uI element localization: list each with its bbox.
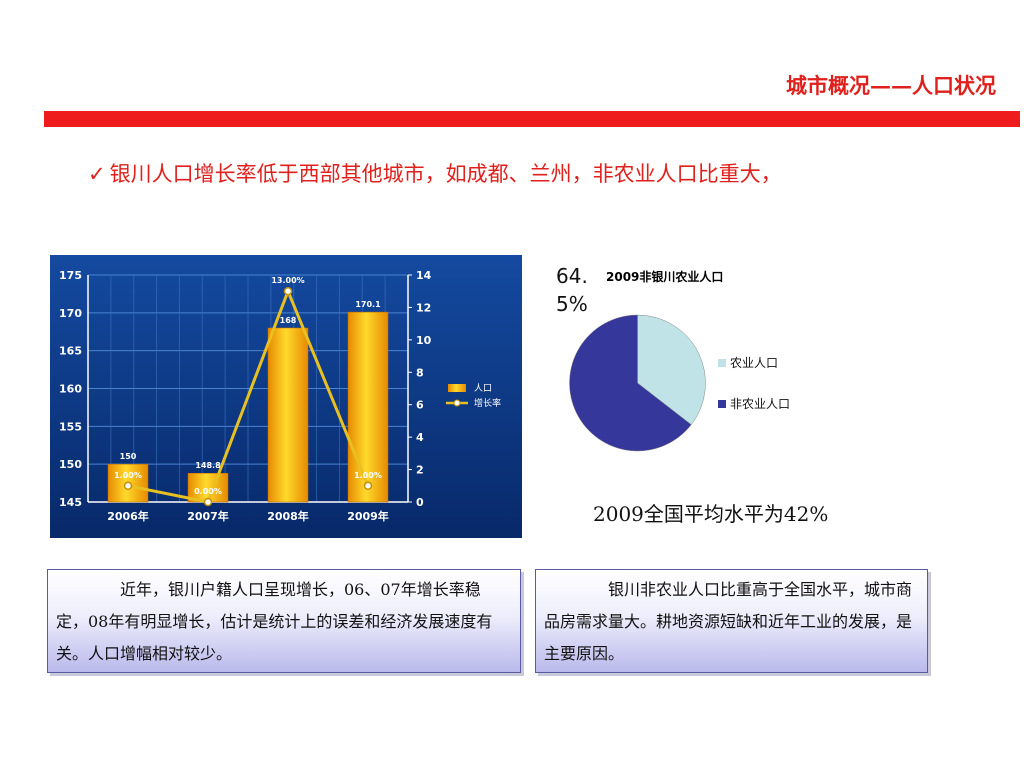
non-agricultural-note: 银川非农业人口比重高于全国水平，城市商品房需求量大。耕地资源短缺和近年工业的发展… xyxy=(535,569,928,673)
growth-rate-point xyxy=(203,497,213,507)
growth-rate-point xyxy=(123,481,133,491)
y-axis-tick-label: 145 xyxy=(59,496,82,509)
growth-rate-label: 13.00% xyxy=(271,276,304,285)
y-axis-tick-label: 175 xyxy=(59,269,82,282)
note-text: 银川非农业人口比重高于全国水平，城市商品房需求量大。耕地资源短缺和近年工业的发展… xyxy=(544,580,913,663)
bar-value-label: 148.8 xyxy=(195,461,221,470)
y2-axis-tick-label: 10 xyxy=(416,334,432,347)
growth-rate-label: 0.00% xyxy=(194,487,222,496)
pie-legend-agricultural: 农业人口 xyxy=(718,354,778,371)
x-axis-tick-label: 2009年 xyxy=(347,509,389,523)
y2-axis-tick-label: 14 xyxy=(416,269,432,282)
header-divider xyxy=(44,111,1020,127)
bar-value-label: 170.1 xyxy=(355,300,381,309)
legend-swatch xyxy=(718,399,726,408)
y2-axis-tick-label: 8 xyxy=(416,366,424,379)
legend-swatch xyxy=(718,358,726,367)
y-axis-tick-label: 170 xyxy=(59,307,82,320)
y-axis-tick-label: 155 xyxy=(59,420,82,433)
bar-value-label: 150 xyxy=(120,452,137,461)
y2-axis-tick-label: 6 xyxy=(416,399,424,412)
bullet-text: 银川人口增长率低于西部其他城市，如成都、兰州，非农业人口比重大， xyxy=(109,162,782,186)
pie-legend-non-agricultural: 非农业人口 xyxy=(718,395,790,412)
pie-legend-label: 非农业人口 xyxy=(730,397,791,411)
checkmark-icon: ✓ xyxy=(88,162,106,186)
growth-rate-line xyxy=(127,287,370,504)
note-text: 近年，银川户籍人口呈现增长，06、07年增长率稳定，08年有明显增长，估计是统计… xyxy=(56,580,493,663)
national-average-text: 2009全国平均水平为42% xyxy=(593,502,829,526)
bar xyxy=(187,472,229,503)
bar xyxy=(267,327,309,503)
growth-rate-label: 1.00% xyxy=(114,471,142,480)
population-note: 近年，银川户籍人口呈现增长，06、07年增长率稳定，08年有明显增长，估计是统计… xyxy=(47,569,521,673)
y2-axis-tick-label: 2 xyxy=(416,464,424,477)
legend-point-swatch xyxy=(453,399,461,407)
pie-slice xyxy=(569,314,692,452)
bar-value-label: 168 xyxy=(280,316,297,325)
growth-rate-label: 1.00% xyxy=(354,471,382,480)
bullet-point: ✓ 银川人口增长率低于西部其他城市，如成都、兰州，非农业人口比重大， xyxy=(88,158,782,188)
x-axis-tick-label: 2006年 xyxy=(107,509,149,523)
legend-label: 增长率 xyxy=(474,397,501,409)
pie-title: 2009非银川农业人口 xyxy=(606,270,724,284)
growth-rate-point xyxy=(283,286,293,296)
pie-value-label: 64.5% xyxy=(556,264,588,316)
y2-axis-tick-label: 12 xyxy=(416,301,431,314)
y-axis-tick-label: 150 xyxy=(59,458,82,471)
y2-axis-tick-label: 0 xyxy=(416,496,424,509)
legend-label: 人口 xyxy=(474,383,492,394)
pie-legend-label: 农业人口 xyxy=(730,356,779,370)
y-axis-tick-label: 165 xyxy=(59,345,82,358)
legend-bar-swatch xyxy=(448,384,466,392)
y2-axis-tick-label: 4 xyxy=(416,431,424,444)
bar xyxy=(347,311,389,503)
y-axis-tick-label: 160 xyxy=(59,383,82,396)
population-bar-chart: 145 150 155 160 165 170 175 0 2 4 6 8 10 12 14 150 2006年… xyxy=(50,255,522,538)
pie-slice xyxy=(637,314,706,426)
page-title: 城市概况——人口状况 xyxy=(786,73,996,98)
x-axis-tick-label: 2007年 xyxy=(187,509,229,523)
non-agricultural-pie-chart xyxy=(569,314,706,452)
growth-rate-point xyxy=(363,481,373,491)
x-axis-tick-label: 2008年 xyxy=(267,509,309,523)
